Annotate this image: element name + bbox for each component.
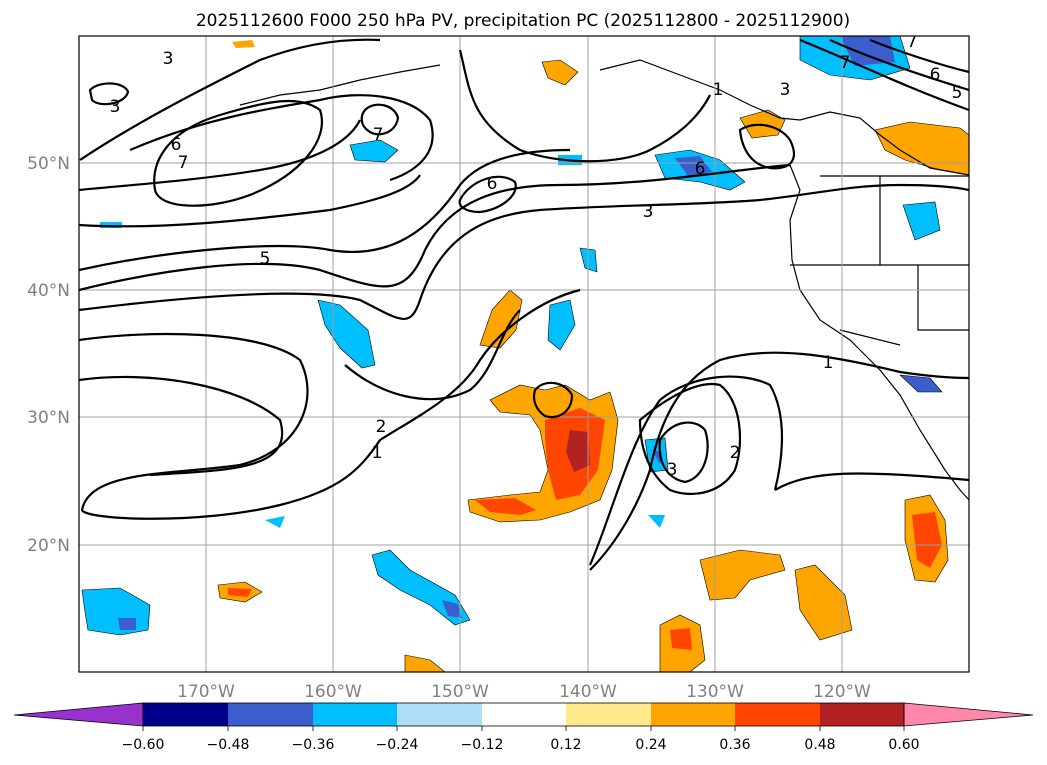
- contour-label: 7: [178, 153, 189, 173]
- colorbar-tick-label: −0.12: [461, 737, 504, 753]
- contour-label: 2: [376, 417, 387, 437]
- lat-label: 30°N: [27, 408, 70, 428]
- colorbar-tick-label: −0.48: [207, 737, 250, 753]
- precip-blob-southeast: [794, 564, 853, 641]
- lat-label: 40°N: [27, 281, 70, 301]
- colorbar-segment: [228, 703, 313, 726]
- figure-title: 2025112600 F000 250 hPa PV, precipitatio…: [196, 11, 850, 31]
- lon-label: 160°W: [304, 682, 362, 702]
- precip-blob-north: [541, 59, 579, 86]
- lon-label: 130°W: [686, 682, 744, 702]
- contour-label: 3: [110, 97, 121, 117]
- precip-neg-west-coast: [902, 201, 941, 241]
- colorbar-tick-label: 0.48: [804, 737, 835, 753]
- contour-label: 7: [373, 125, 384, 145]
- contour-label: 6: [930, 65, 941, 85]
- contour-label: 1: [372, 443, 383, 463]
- colorbar-segment: [651, 703, 735, 726]
- contour-label: 5: [260, 249, 271, 269]
- precip-blob-bottom: [404, 654, 446, 672]
- colorbar: −0.60 −0.48 −0.36 −0.24 −0.12 0.12 0.24 …: [13, 702, 1034, 753]
- colorbar-segment: [482, 703, 566, 726]
- precip-blob-dateline-core: [228, 588, 252, 597]
- precip-blob-bering: [479, 289, 523, 349]
- precip-neg-sw: [81, 587, 151, 636]
- contour-label: 3: [163, 49, 174, 69]
- pv-contours: [79, 38, 969, 571]
- colorbar-max-arrow: [903, 702, 1034, 727]
- lon-label: 150°W: [431, 682, 489, 702]
- precip-neg-small2: [648, 515, 665, 528]
- colorbar-segment: [566, 703, 651, 726]
- precip-blob-hawaii-east: [699, 549, 786, 601]
- lon-label: 170°W: [177, 682, 235, 702]
- positive-precip-shading: [217, 40, 969, 672]
- contour-label: 1: [823, 353, 834, 373]
- colorbar-segment: [143, 703, 228, 726]
- colorbar-segment: [397, 703, 482, 726]
- contour-label: 6: [695, 159, 706, 179]
- precip-blob-central-left: [475, 498, 536, 515]
- contour-label: 3: [667, 460, 678, 480]
- contour-label: 5: [952, 83, 963, 103]
- precip-neg-mid: [547, 299, 576, 351]
- contour-label: 7: [840, 53, 851, 73]
- graticule: [79, 36, 969, 672]
- map-area: 3 3 6 7 7 6 5 7 6 3 1 3 7 6 5 2 1 3 2 1: [79, 32, 969, 672]
- colorbar-tick-label: −0.36: [292, 737, 335, 753]
- longitude-labels: 170°W 160°W 150°W 140°W 130°W 120°W: [177, 682, 871, 702]
- precip-neg-gulf-core: [675, 156, 712, 176]
- precip-blob-pnw: [874, 121, 969, 176]
- contour-label: 2: [730, 443, 741, 463]
- contour-label: 6: [171, 135, 182, 155]
- colorbar-tick-label: −0.60: [122, 737, 165, 753]
- precip-blob-central-max: [566, 430, 590, 472]
- colorbar-tick-label: 0.36: [719, 737, 750, 753]
- lat-label: 50°N: [27, 154, 70, 174]
- colorbar-ticks: [142, 726, 905, 731]
- contour-label: 6: [487, 174, 498, 194]
- colorbar-min-arrow: [13, 702, 144, 727]
- contour-label: 3: [780, 80, 791, 100]
- precip-neg-north: [349, 139, 399, 163]
- precip-blob-south-core: [670, 628, 692, 650]
- colorbar-tick-label: −0.24: [376, 737, 419, 753]
- precip-blob-mexico-core: [912, 512, 942, 568]
- lat-label: 20°N: [27, 536, 70, 556]
- precip-neg-small1: [265, 516, 285, 528]
- precip-neg-sw-core: [118, 618, 136, 630]
- contour-label: 3: [643, 202, 654, 222]
- colorbar-tick-label: 0.24: [635, 737, 666, 753]
- map-frame: [78, 35, 970, 673]
- precip-neg-baja: [899, 374, 943, 393]
- colorbar-segment: [735, 703, 820, 726]
- contour-label: 7: [907, 32, 918, 52]
- colorbar-segment: [820, 703, 904, 726]
- lon-label: 140°W: [559, 682, 617, 702]
- colorbar-segment: [313, 703, 397, 726]
- coastlines: [239, 59, 969, 501]
- precip-blob-small: [232, 40, 255, 48]
- latitude-labels: 20°N 30°N 40°N 50°N: [27, 154, 70, 556]
- colorbar-tick-label: 0.60: [888, 737, 919, 753]
- contour-labels: 3 3 6 7 7 6 5 7 6 3 1 3 7 6 5 2 1 3 2 1: [110, 32, 963, 480]
- precip-neg-aleutian: [317, 299, 376, 369]
- contour-label: 1: [713, 80, 724, 100]
- precip-neg-hawaii-core: [442, 600, 462, 618]
- lon-label: 120°W: [813, 682, 871, 702]
- colorbar-tick-label: 0.12: [550, 737, 581, 753]
